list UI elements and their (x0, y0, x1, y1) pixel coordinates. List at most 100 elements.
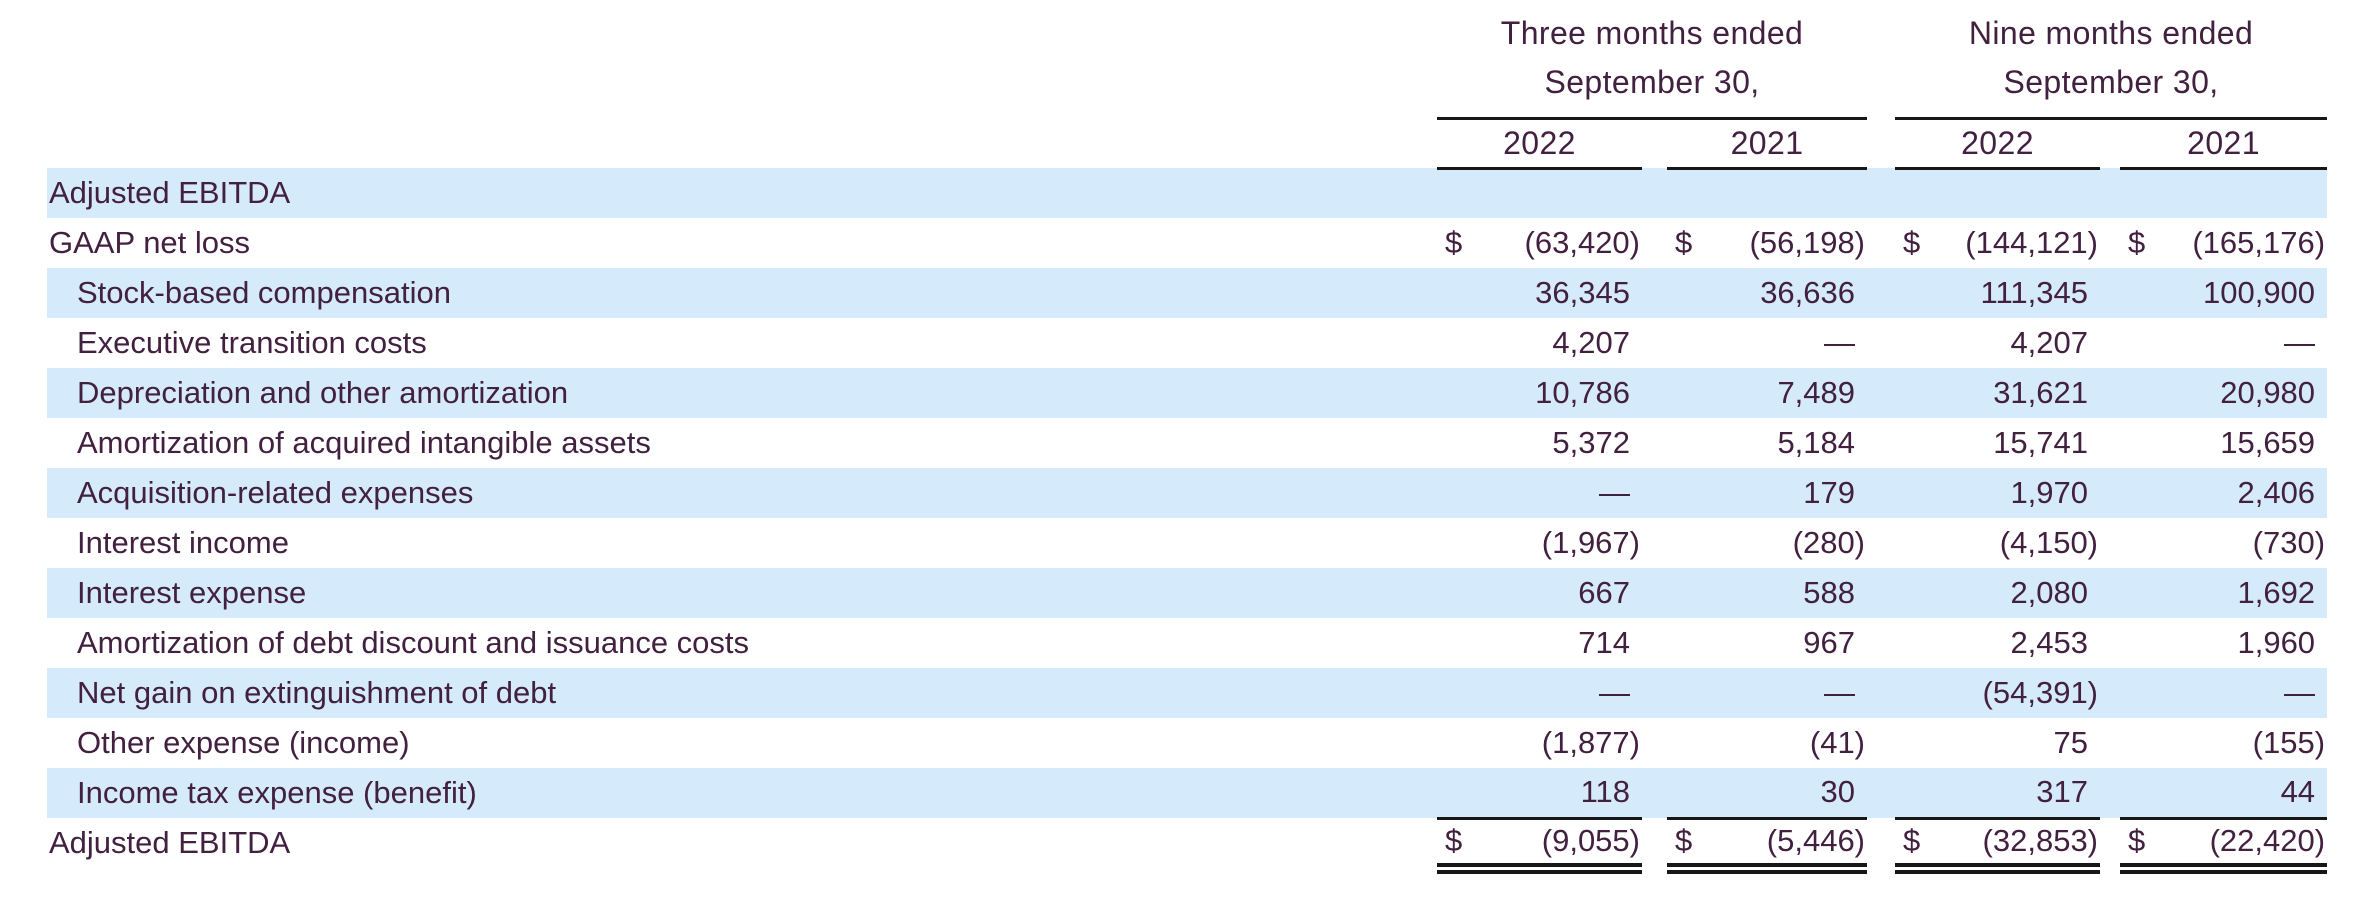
value-cell-content: $ (5,446) (1667, 823, 1867, 859)
column-gap (1642, 568, 1667, 618)
header-spacer (47, 62, 1437, 118)
value-cell: 7,489 (1667, 368, 1867, 418)
dollar-sign: $ (2128, 823, 2146, 858)
value-cell-content: $ (63,420) (1437, 225, 1642, 261)
cell-value: 75 (2053, 725, 2089, 760)
header-date-row: September 30, September 30, (47, 62, 2328, 120)
column-gap (1642, 118, 1667, 168)
value-cell: (54,391) (1895, 668, 2100, 718)
dollar-sign: $ (2128, 225, 2146, 260)
value-cell: — (1667, 668, 1867, 718)
value-cell-content: 2,406 (2120, 475, 2327, 511)
column-gap (2100, 618, 2120, 668)
column-gap (2100, 818, 2120, 868)
column-gap (1642, 418, 1667, 468)
value-cell: $ (144,121) (1895, 218, 2100, 268)
column-gap (1642, 668, 1667, 718)
value-cell-content: $ (32,853) (1895, 823, 2100, 859)
cell-value: 30 (1820, 774, 1856, 810)
cell-value: (56,198) (1749, 225, 1866, 260)
value-cell: 118 (1437, 768, 1642, 818)
value-cell-content: 15,659 (2120, 425, 2327, 461)
header-year-row: 2022 2021 2022 2021 (47, 118, 2328, 170)
value-cell-content: 30 (1667, 774, 1867, 810)
value-cell: 31,621 (1895, 368, 2100, 418)
cell-value: (144,121) (1965, 225, 2099, 260)
value-cell: (41) (1667, 718, 1867, 768)
value-cell-content: 1,692 (2120, 575, 2327, 611)
value-cell-content: — (1437, 475, 1642, 511)
value-cell: 4,207 (1437, 318, 1642, 368)
value-cell: 10,786 (1437, 368, 1642, 418)
cell-value: (41) (1809, 725, 1866, 760)
column-gap (2100, 118, 2120, 168)
value-cell (1895, 168, 2100, 218)
table-row: Depreciation and other amortization 10,78… (47, 368, 2328, 418)
value-cell-content: $ (144,121) (1895, 225, 2100, 261)
table-row: Executive transition costs 4,207 — 4,207 — (47, 318, 2327, 368)
cell-value: 4,207 (2010, 325, 2089, 360)
value-cell-content: 1,960 (2120, 625, 2327, 661)
cell-value: 5,184 (1777, 425, 1856, 460)
value-cell: 667 (1437, 568, 1642, 618)
column-gap (1642, 518, 1667, 568)
table-row: Stock-based compensation 36,345 36,636 111,… (47, 268, 2328, 318)
value-cell-content: 20,980 (2120, 375, 2327, 411)
column-gap (2100, 768, 2120, 818)
value-cell: 1,960 (2120, 618, 2327, 668)
value-cell-content: 44 (2120, 774, 2327, 810)
cell-value: 5,372 (1552, 425, 1630, 460)
column-gap (1642, 618, 1667, 668)
value-cell-content: $ (22,420) (2120, 823, 2327, 859)
value-cell-content: (155) (2120, 725, 2327, 761)
group-gap (1867, 368, 1895, 418)
cell-value: (5,446) (1766, 823, 1866, 858)
cell-value: (32,853) (1982, 823, 2099, 858)
cell-value: 588 (1803, 575, 1856, 610)
value-cell: 20,980 (2120, 368, 2327, 418)
value-cell-content: 2,080 (1895, 575, 2100, 611)
value-cell-content: (1,967) (1437, 525, 1642, 561)
value-cell: 36,636 (1667, 268, 1867, 318)
value-cell-content: 5,372 (1437, 425, 1642, 461)
column-gap (2100, 168, 2120, 218)
value-cell-content: 36,345 (1437, 275, 1642, 311)
cell-value: (1,967) (1541, 525, 1640, 560)
row-label: Adjusted EBITDA (49, 825, 291, 860)
value-cell: (1,877) (1437, 718, 1642, 768)
value-cell: 2,080 (1895, 568, 2100, 618)
group-gap (1867, 168, 1895, 218)
value-cell-content: 15,741 (1895, 425, 2100, 461)
cell-value: 2,453 (2010, 625, 2089, 660)
cell-value: 31,621 (1993, 375, 2089, 410)
group-gap (1867, 568, 1895, 618)
value-cell: 967 (1667, 618, 1867, 668)
value-cell: (730) (2120, 518, 2327, 568)
group-gap (1867, 618, 1895, 668)
column-gap (1642, 218, 1667, 268)
group-gap (1867, 718, 1895, 768)
cell-value: 967 (1803, 625, 1856, 660)
dollar-sign: $ (1903, 823, 1921, 858)
value-cell: 2,406 (2120, 468, 2327, 518)
value-cell: $ (56,198) (1667, 218, 1867, 268)
value-cell-content: — (1667, 325, 1867, 361)
value-cell: 15,659 (2120, 418, 2327, 468)
column-gap (2100, 218, 2120, 268)
table-row: Income tax expense (benefit) 118 30 317 44 (47, 768, 2328, 818)
column-gap (2100, 268, 2120, 318)
dollar-sign: $ (1445, 823, 1463, 858)
row-label: GAAP net loss (49, 225, 251, 260)
value-cell: 44 (2120, 768, 2327, 818)
value-cell-content: (54,391) (1895, 675, 2100, 711)
value-cell: 1,692 (2120, 568, 2327, 618)
value-cell-content: 588 (1667, 575, 1867, 611)
table-row: GAAP net loss $ (63,420) $ (56,198) $ (144,121… (47, 218, 2327, 268)
row-label: Interest income (77, 525, 289, 560)
row-label: Amortization of acquired intangible asse… (77, 425, 651, 460)
table-row: Net gain on extinguishment of debt — — (54,… (47, 668, 2328, 718)
row-label: Adjusted EBITDA (49, 175, 291, 210)
value-cell (1667, 168, 1867, 218)
value-cell: $ (63,420) (1437, 218, 1642, 268)
